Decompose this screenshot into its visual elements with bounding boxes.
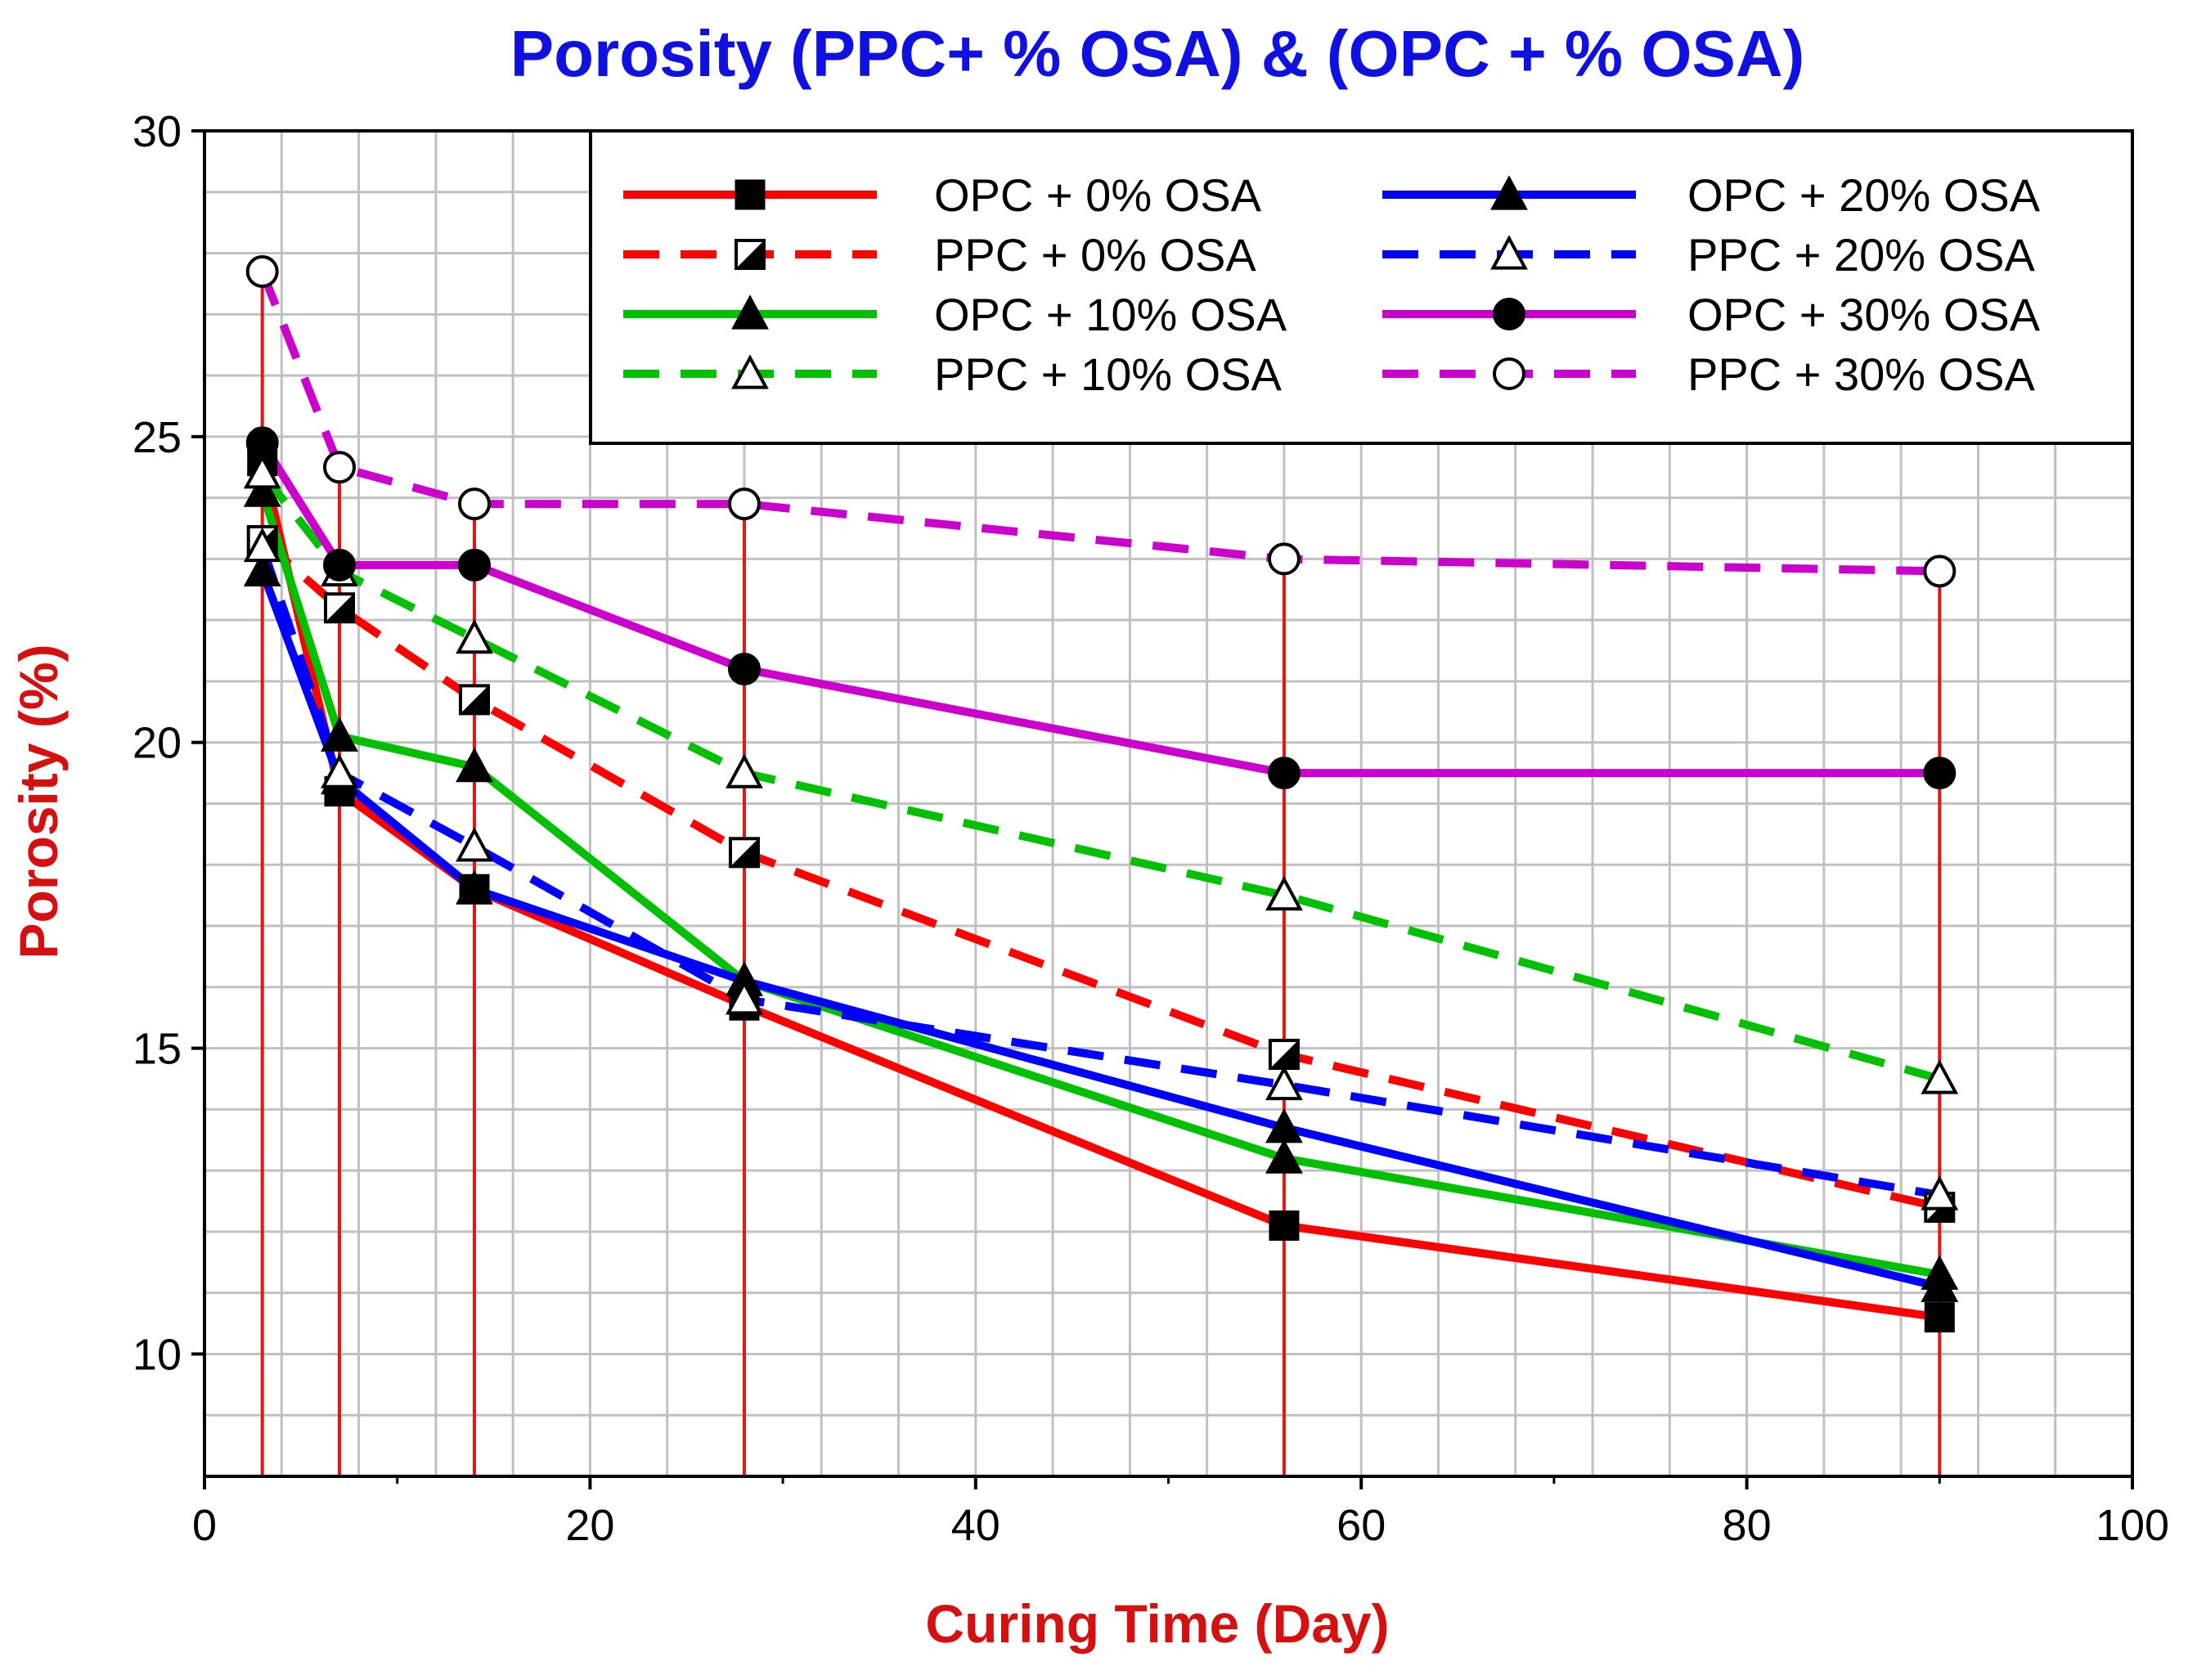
x-tick-label: 100 xyxy=(2096,1501,2169,1550)
series-markers-4 xyxy=(243,551,1959,1302)
data-point xyxy=(456,747,493,783)
data-point xyxy=(245,254,279,288)
data-point xyxy=(243,453,281,489)
legend-marker xyxy=(1490,175,1528,210)
data-point xyxy=(1921,1059,1959,1094)
y-tick-label: 30 xyxy=(133,107,182,156)
legend-entry: PPC + 10% OSA xyxy=(623,348,1283,400)
data-point xyxy=(456,618,493,654)
x-tick-label: 60 xyxy=(1337,1501,1386,1550)
x-tick-label: 80 xyxy=(1723,1501,1772,1550)
data-point xyxy=(321,753,358,788)
legend-marker xyxy=(731,354,769,389)
legend-label: PPC + 10% OSA xyxy=(934,348,1283,400)
data-point xyxy=(321,716,358,752)
series-markers-1 xyxy=(246,524,1956,1223)
legend-marker xyxy=(731,294,769,330)
series-line xyxy=(258,270,1940,576)
legend-entry: OPC + 10% OSA xyxy=(623,289,1287,340)
data-point xyxy=(726,753,763,788)
data-point xyxy=(1265,875,1303,911)
legend-marker xyxy=(1493,298,1525,330)
legend-entry: OPC + 20% OSA xyxy=(1382,169,2041,221)
y-tick-label: 15 xyxy=(133,1025,182,1074)
axis-ticks: 0 20 40 60 80 100 10 15 20 25 30 xyxy=(133,107,2169,1550)
data-point xyxy=(1265,1065,1303,1101)
series-line xyxy=(258,440,1940,778)
series-group xyxy=(243,254,1959,1333)
y-tick-label: 10 xyxy=(133,1330,182,1379)
legend-entry: PPC + 30% OSA xyxy=(1382,348,2036,400)
legend-label: OPC + 20% OSA xyxy=(1687,169,2041,221)
data-point xyxy=(726,980,763,1015)
x-tick-label: 40 xyxy=(951,1501,1000,1550)
data-point xyxy=(458,684,490,716)
legend-label: OPC + 0% OSA xyxy=(934,169,1262,221)
data-point xyxy=(728,837,760,869)
legend-label: PPC + 0% OSA xyxy=(934,229,1256,281)
legend-label: OPC + 30% OSA xyxy=(1687,289,2041,340)
series-line xyxy=(258,470,1941,1083)
y-tick-label: 20 xyxy=(133,719,182,768)
data-point xyxy=(1265,1139,1303,1174)
series-markers-7 xyxy=(245,254,1957,588)
data-point xyxy=(243,472,281,507)
legend-marker xyxy=(735,239,766,270)
data-point xyxy=(1921,1175,1959,1211)
data-point xyxy=(1267,757,1301,790)
legend-entry: OPC + 0% OSA xyxy=(623,169,1262,221)
data-point xyxy=(456,827,493,862)
series-line xyxy=(258,490,1941,1279)
series-5 xyxy=(258,545,1941,1199)
data-point xyxy=(243,527,281,563)
data-point xyxy=(456,869,493,905)
data-point xyxy=(1265,1108,1303,1143)
data-point xyxy=(1268,1039,1300,1071)
data-point xyxy=(457,487,491,521)
legend-label: OPC + 10% OSA xyxy=(934,289,1287,340)
series-2 xyxy=(258,490,1941,1279)
legend-entry: OPC + 30% OSA xyxy=(1382,289,2041,340)
x-tick-label: 20 xyxy=(565,1501,614,1550)
series-markers-6 xyxy=(245,426,1957,790)
legend-entry: PPC + 0% OSA xyxy=(623,229,1256,281)
legend-marker xyxy=(735,179,766,210)
series-markers-5 xyxy=(243,527,1959,1211)
legend-box xyxy=(589,129,2134,445)
data-point xyxy=(1923,555,1957,588)
series-6 xyxy=(258,440,1940,778)
y-tick-label: 25 xyxy=(133,413,182,462)
data-point xyxy=(1267,542,1301,576)
data-point xyxy=(323,592,355,624)
x-axis-label: Curing Time (Day) xyxy=(925,1593,1389,1654)
data-point xyxy=(1924,1302,1955,1333)
x-tick-label: 0 xyxy=(192,1501,217,1550)
y-axis-label: Porosity (%) xyxy=(8,644,69,959)
legend-entry: PPC + 20% OSA xyxy=(1382,229,2036,281)
data-point xyxy=(245,426,279,460)
series-line xyxy=(258,545,1941,1199)
legend-marker xyxy=(1493,357,1525,390)
data-point xyxy=(457,548,491,582)
legend-label: PPC + 30% OSA xyxy=(1687,348,2036,400)
data-point xyxy=(1269,1210,1300,1241)
legend: OPC + 0% OSA PPC + 0% OSA OPC + 10% OSA PPC… xyxy=(589,129,2134,445)
data-point xyxy=(243,551,281,586)
data-point xyxy=(727,487,761,521)
chart-title: Porosity (PPC+ % OSA) & (OPC + % OSA) xyxy=(510,17,1805,90)
series-3 xyxy=(258,470,1941,1083)
legend-label: PPC + 20% OSA xyxy=(1687,229,2036,281)
data-point xyxy=(1921,1267,1959,1302)
series-7 xyxy=(258,270,1940,576)
data-point xyxy=(322,451,356,484)
series-markers-2 xyxy=(243,472,1959,1290)
data-point xyxy=(322,548,356,582)
legend-marker xyxy=(1490,235,1528,270)
data-point xyxy=(1923,757,1957,790)
data-point xyxy=(727,653,761,685)
